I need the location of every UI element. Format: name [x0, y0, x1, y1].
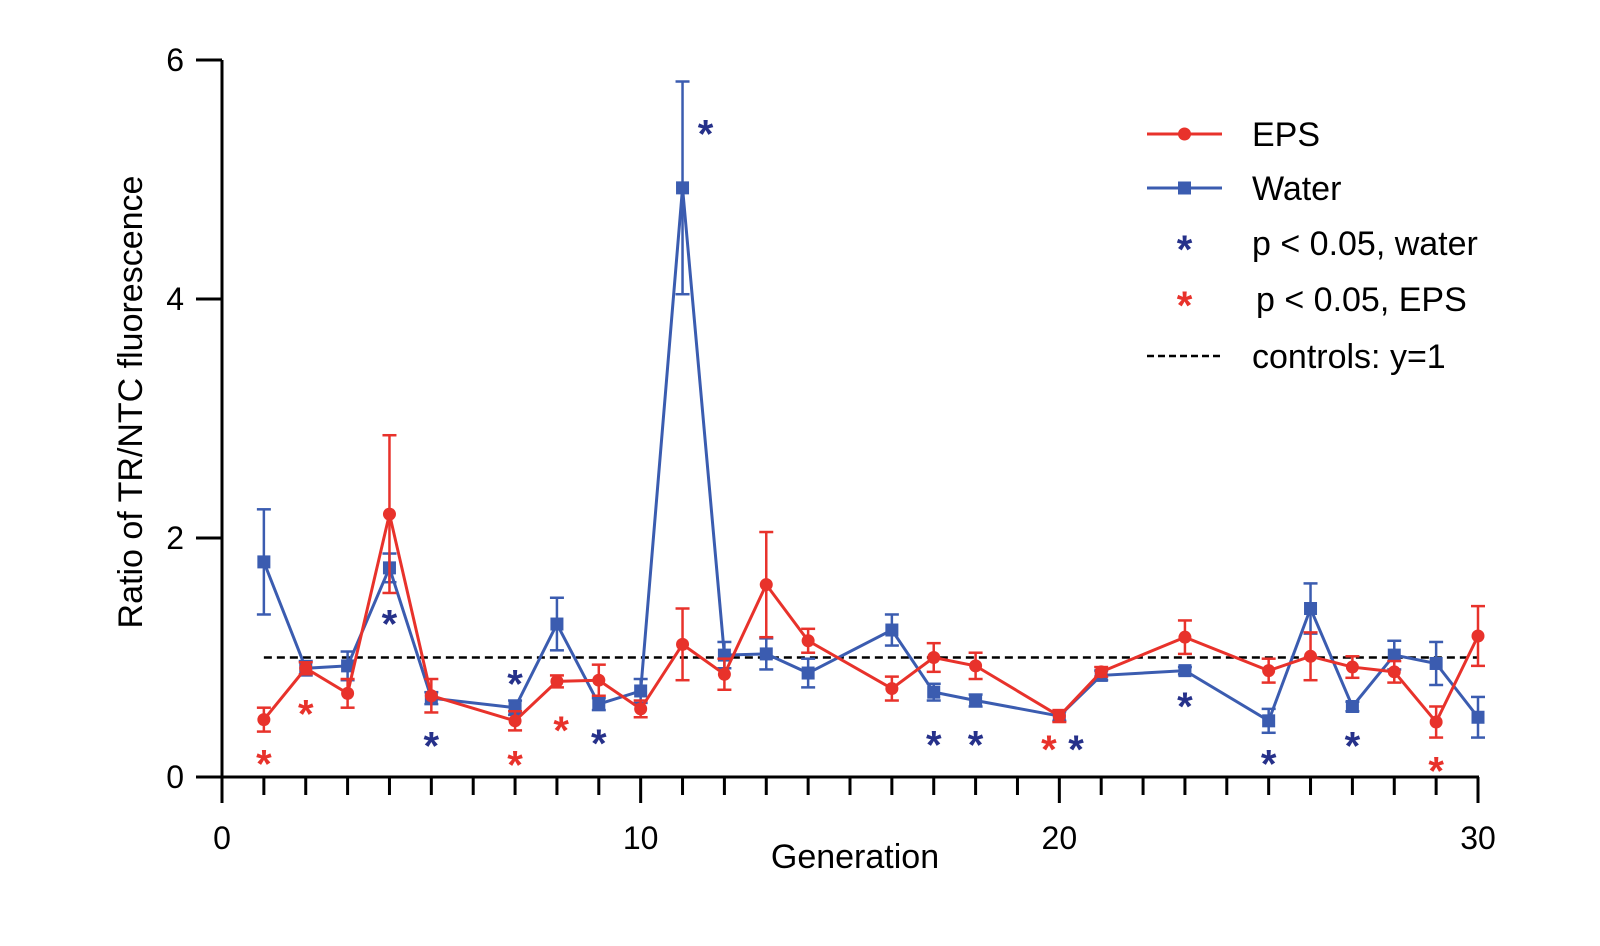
legend-item-water-line: Water: [1147, 170, 1341, 208]
data-point-eps: [717, 667, 731, 681]
legend-item-eps-star: * p < 0.05, EPS: [1177, 281, 1467, 328]
significance-stars: ****** * *** ***** * *: [256, 113, 1444, 794]
y-tick-label: 4: [166, 281, 184, 317]
water-significance-star: *: [1068, 728, 1084, 772]
data-point-eps: [1262, 664, 1276, 678]
data-point-eps: [299, 661, 313, 675]
legend: EPS Water * p < 0.05, water * p < 0.05, EPS co…: [1147, 116, 1478, 376]
legend-label: p < 0.05, water: [1252, 225, 1478, 263]
data-point-water: [1387, 648, 1401, 662]
water-significance-star: *: [507, 662, 523, 706]
axes: 0 2 4 6 0 10 20 30: [166, 42, 1496, 856]
data-point-eps: [1471, 629, 1485, 643]
data-point-eps: [1429, 715, 1443, 729]
eps-significance-star: *: [553, 709, 569, 753]
data-point-water: [801, 666, 815, 680]
data-point-water: [257, 555, 271, 569]
legend-item-eps-line: EPS: [1147, 116, 1320, 154]
water-significance-star: *: [591, 722, 607, 766]
data-point-eps: [969, 659, 983, 673]
data-point-water: [969, 694, 983, 708]
data-point-eps: [634, 702, 648, 716]
data-point-water: [550, 617, 564, 631]
x-tick-label: 0: [213, 820, 231, 856]
data-point-eps: [676, 637, 690, 651]
legend-eps-star: *: [1177, 284, 1193, 328]
series-line-eps: [262, 513, 1480, 725]
water-significance-star: *: [926, 723, 942, 767]
y-axis-title: Ratio of TR/NTC fluorescence: [112, 176, 150, 629]
legend-marker-eps: [1178, 127, 1191, 141]
eps-significance-star: *: [1041, 728, 1057, 772]
water-significance-star: *: [1177, 685, 1193, 729]
data-point-eps: [257, 713, 271, 727]
legend-label: Water: [1252, 170, 1341, 208]
data-point-water: [1178, 664, 1192, 678]
data-point-eps: [508, 714, 522, 728]
data-point-eps: [1304, 649, 1318, 663]
legend-item-water-star: * p < 0.05, water: [1177, 225, 1478, 272]
data-point-water: [1304, 602, 1318, 616]
data-point-eps: [885, 682, 899, 696]
data-point-eps: [341, 686, 355, 700]
series-line-water: [262, 187, 1480, 724]
water-significance-star: *: [424, 725, 440, 769]
x-tick-label: 20: [1042, 820, 1078, 856]
series-layer: [256, 80, 1485, 739]
data-point-water: [676, 181, 690, 195]
data-point-eps: [1094, 665, 1108, 679]
x-tick-label: 10: [623, 820, 659, 856]
legend-label: EPS: [1252, 116, 1320, 154]
data-point-eps: [1387, 665, 1401, 679]
data-point-water: [927, 685, 941, 699]
eps-significance-star: *: [1428, 750, 1444, 794]
data-point-water: [1345, 699, 1359, 713]
data-point-eps: [1178, 630, 1192, 644]
data-point-water: [1429, 656, 1443, 670]
x-axis-title: Generation: [771, 838, 939, 876]
legend-item-control-line: controls: y=1: [1147, 338, 1446, 376]
data-point-water: [759, 647, 773, 661]
legend-water-star: *: [1177, 228, 1193, 272]
eps-significance-star: *: [256, 742, 272, 786]
data-point-water: [341, 659, 355, 673]
data-point-eps: [382, 507, 396, 521]
water-significance-star: *: [968, 723, 984, 767]
data-point-eps: [927, 651, 941, 664]
x-tick-label: 30: [1460, 820, 1496, 856]
series-eps: [256, 433, 1485, 739]
legend-marker-water: [1178, 181, 1191, 195]
water-significance-star: *: [698, 113, 714, 157]
y-tick-label: 0: [166, 759, 184, 795]
data-point-water: [1471, 710, 1485, 724]
legend-label: controls: y=1: [1252, 338, 1446, 376]
y-tick-label: 2: [166, 520, 184, 556]
data-point-eps: [759, 578, 773, 592]
y-tick-label: 6: [166, 42, 184, 78]
data-point-eps: [550, 674, 564, 688]
data-point-eps: [1052, 709, 1066, 723]
data-point-eps: [424, 689, 438, 703]
data-point-water: [592, 697, 606, 711]
eps-significance-star: *: [298, 692, 314, 736]
water-significance-star: *: [382, 603, 398, 647]
data-point-eps: [592, 673, 606, 687]
data-point-water: [1262, 714, 1276, 728]
data-point-eps: [1345, 660, 1359, 674]
data-point-water: [885, 623, 899, 637]
water-significance-star: *: [1345, 725, 1361, 769]
legend-label: p < 0.05, EPS: [1256, 281, 1467, 319]
eps-significance-star: *: [507, 744, 523, 788]
data-point-water: [634, 684, 648, 698]
data-point-eps: [801, 634, 815, 648]
water-significance-star: *: [1261, 742, 1277, 786]
